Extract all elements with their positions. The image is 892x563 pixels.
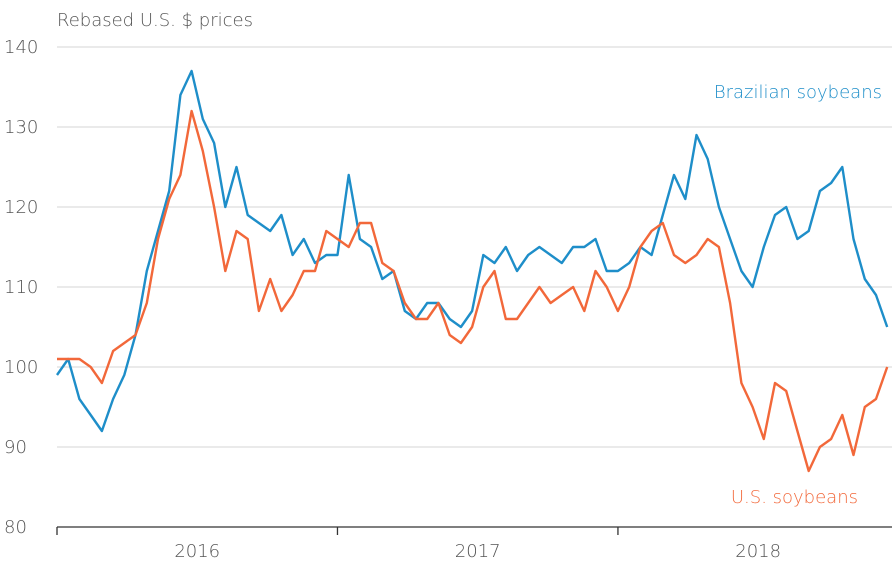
y-tick-label: 80 [4, 517, 27, 538]
y-axis-label: Rebased U.S. $ prices [57, 10, 253, 31]
line-series [57, 109, 889, 473]
y-tick-label: 120 [4, 197, 38, 218]
y-tick-label: 130 [4, 117, 38, 138]
series-label: U.S. soybeans [731, 487, 858, 508]
y-tick-label: 110 [4, 277, 38, 298]
y-tick-label: 90 [4, 437, 27, 458]
y-tick-label: 140 [4, 37, 38, 58]
x-tick-label: 2017 [455, 541, 501, 562]
y-tick-label: 100 [4, 357, 38, 378]
series-label: Brazilian soybeans [714, 82, 882, 103]
x-tick-label: 2016 [174, 541, 220, 562]
line-series [56, 69, 889, 433]
x-tick-label: 2018 [735, 541, 781, 562]
